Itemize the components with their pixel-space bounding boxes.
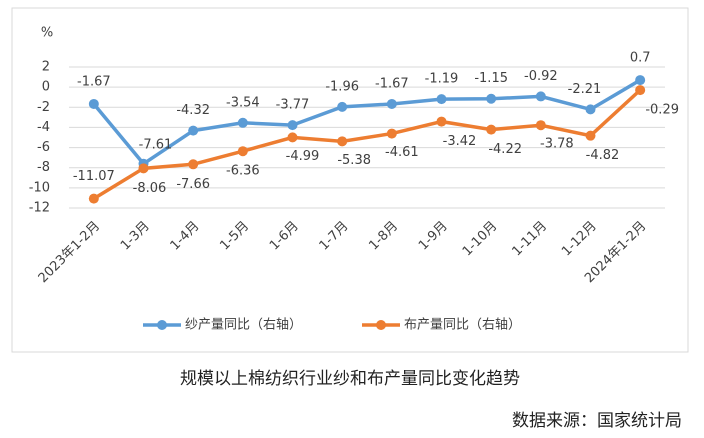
point: [486, 93, 497, 104]
data-label: -0.92: [524, 69, 558, 84]
point: [535, 120, 546, 131]
point: [585, 104, 596, 115]
data-label: -1.15: [474, 71, 508, 86]
point: [237, 117, 248, 128]
point: [138, 163, 149, 174]
point: [287, 132, 298, 143]
data-label: -3.78: [540, 137, 574, 152]
data-label: -2.21: [568, 82, 602, 97]
point: [635, 75, 646, 86]
data-label: -1.96: [325, 79, 359, 94]
point: [337, 136, 348, 147]
point: [88, 193, 99, 204]
y-tick-label: -2: [37, 100, 50, 115]
y-tick-label: -8: [37, 160, 50, 175]
data-label: -6.36: [226, 164, 260, 179]
data-label: -8.06: [133, 181, 167, 196]
legend-marker: [376, 320, 386, 330]
point: [486, 124, 497, 135]
point: [436, 116, 447, 127]
point: [287, 120, 298, 131]
y-tick-label: 2: [42, 60, 50, 75]
data-label: -3.42: [443, 134, 477, 149]
point: [635, 85, 646, 96]
data-label: -4.22: [488, 142, 522, 157]
point: [188, 159, 199, 170]
legend-label: 纱产量同比（右轴）: [185, 318, 302, 333]
point: [88, 98, 99, 109]
data-label: 0.7: [630, 51, 651, 66]
point: [585, 130, 596, 141]
y-axis-unit: %: [41, 26, 53, 41]
data-label: -7.66: [176, 177, 210, 192]
point: [436, 94, 447, 105]
point: [535, 91, 546, 102]
series-line: [92, 78, 642, 167]
y-tick-label: -6: [37, 140, 50, 155]
data-label: -1.67: [375, 76, 409, 91]
data-label: -1.19: [425, 72, 459, 87]
point: [386, 98, 397, 109]
y-tick-label: -10: [29, 180, 50, 195]
point: [337, 101, 348, 112]
legend-label: 布产量同比（右轴）: [404, 318, 521, 333]
data-label: -7.61: [139, 137, 173, 152]
source: 数据来源：国家统计局: [512, 411, 682, 431]
data-label: -4.61: [385, 145, 419, 160]
point: [237, 146, 248, 157]
legend-marker: [157, 320, 167, 330]
y-tick-label: -4: [37, 120, 50, 135]
data-label: -0.29: [645, 103, 679, 118]
caption: 规模以上棉纺织行业纱和布产量同比变化趋势: [180, 369, 520, 389]
data-label: -3.54: [226, 95, 260, 110]
data-label: -4.32: [176, 103, 210, 118]
y-tick-label: -12: [29, 201, 50, 216]
y-tick-label: 0: [42, 80, 50, 95]
data-label: -11.07: [73, 169, 115, 184]
data-label: -5.38: [337, 153, 371, 168]
data-label: -3.77: [276, 98, 310, 113]
data-label: -4.99: [286, 149, 320, 164]
point: [188, 125, 199, 136]
data-label: -1.67: [77, 74, 111, 89]
series-line: [92, 88, 642, 201]
data-label: -4.82: [586, 148, 620, 163]
point: [386, 128, 397, 139]
